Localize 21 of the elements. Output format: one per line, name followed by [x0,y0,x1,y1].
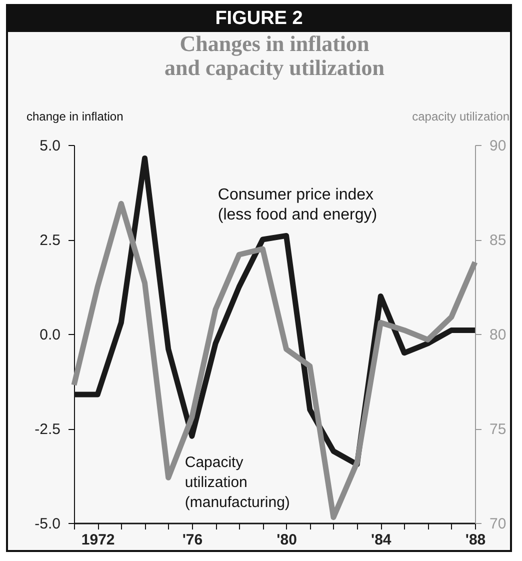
y2-tick-label: 70 [490,516,506,532]
y2-tick-label: 75 [490,421,506,438]
y-tick-label: 2.5 [40,232,60,249]
x-tick-label: 1972 [81,532,115,548]
y2-axis-title: capacity utilization [412,110,510,124]
series-label: Capacity utilization (manufacturing) [184,454,290,511]
chart-title: FIGURE 2 [8,6,510,32]
y2-tick-label: 90 [490,138,506,154]
x-tick-label: '84 [371,532,392,548]
x-tick-label: '80 [276,532,297,548]
y2-tick-label: 80 [490,326,506,344]
y2-tick-label: 85 [490,232,506,249]
text: Consumer price index (less food and energy) [218,186,378,224]
x-tick-label: '88 [465,532,486,548]
y-tick-label: -5.0 [34,516,60,532]
y-tick-label: 0.0 [40,326,60,344]
chart-subtitle: Changes in inflation and capacity utilization [164,31,385,80]
y-axis-title: change in inflation [26,110,124,124]
y-tick-label: -2.5 [34,421,60,438]
y-tick-label: 5.0 [40,138,60,154]
x-tick-label: '76 [182,532,203,548]
